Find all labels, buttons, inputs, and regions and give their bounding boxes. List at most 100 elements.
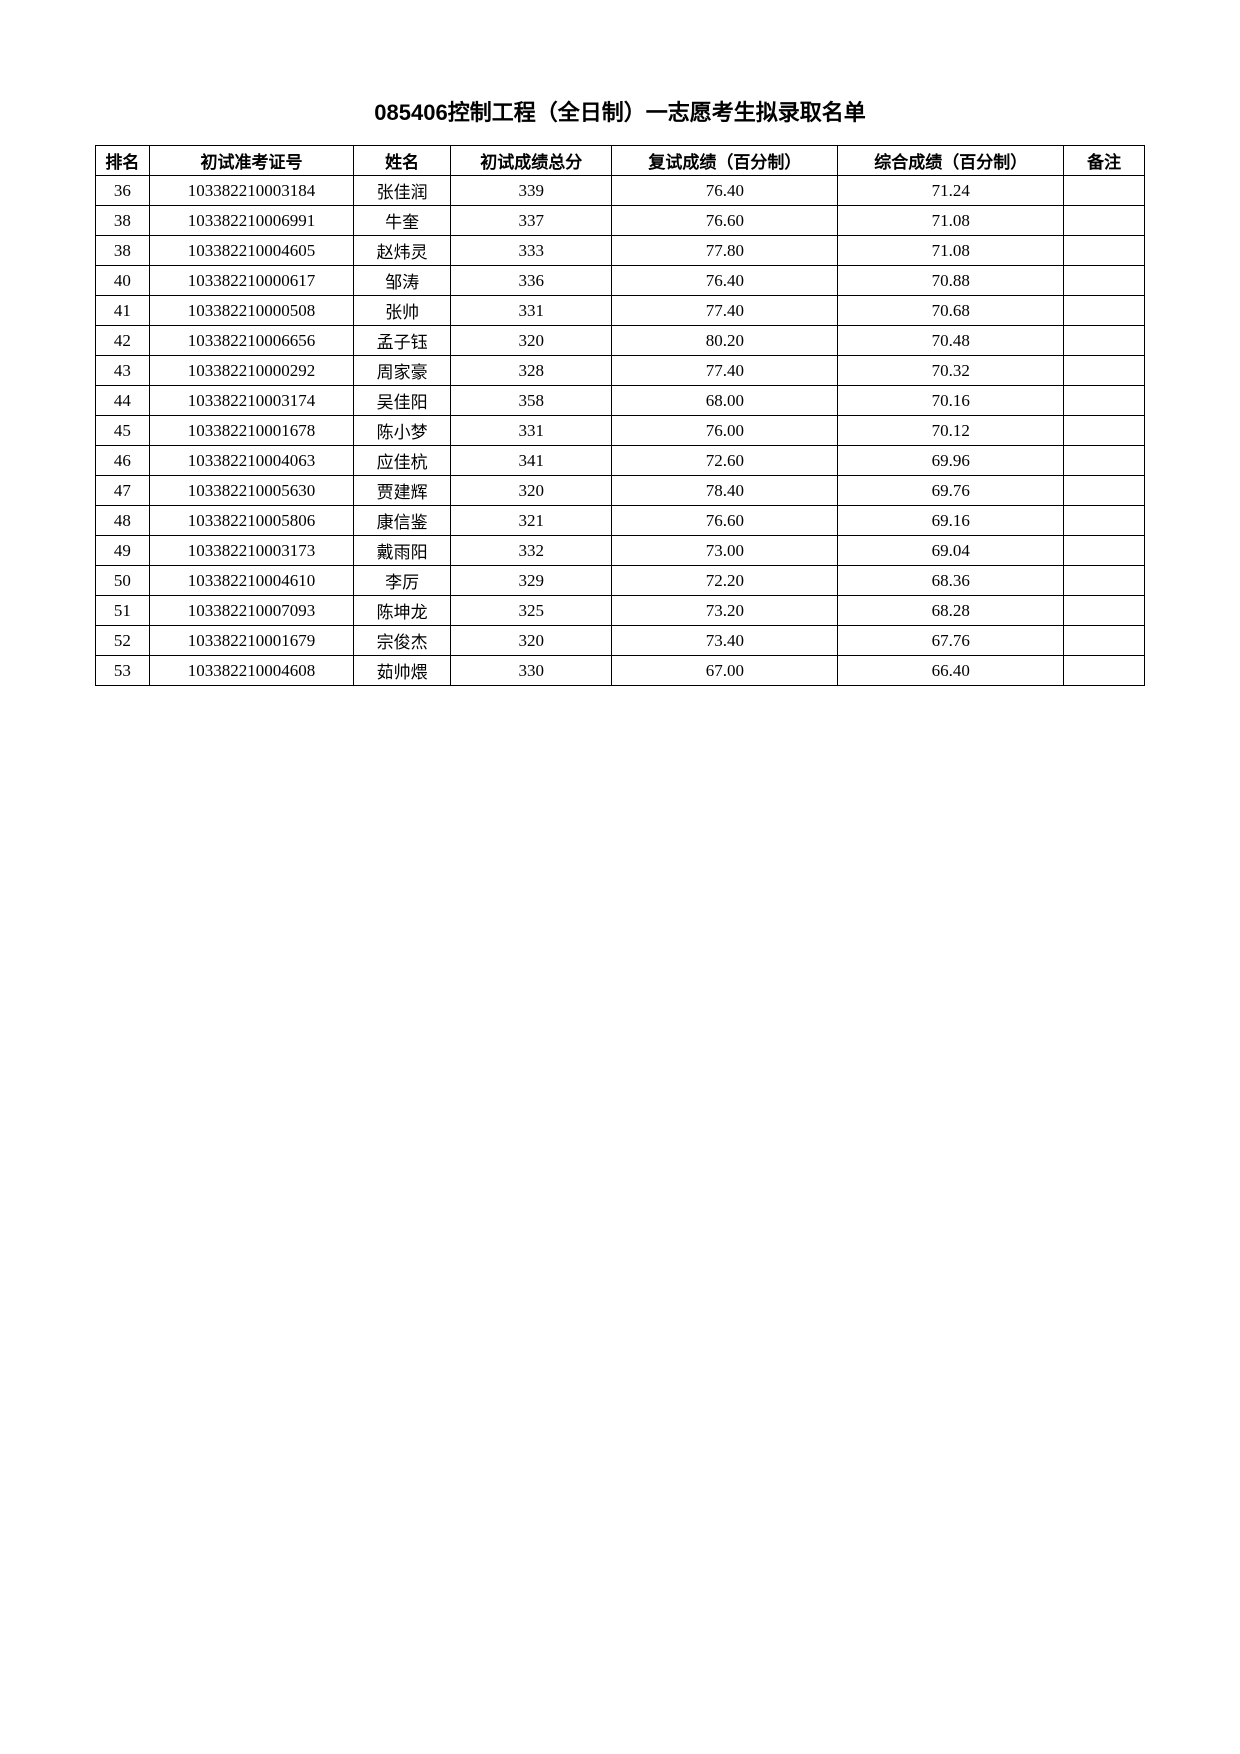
cell-rank: 46 — [96, 446, 150, 476]
cell-rank: 42 — [96, 326, 150, 356]
cell-id: 103382210007093 — [149, 596, 353, 626]
cell-total: 70.88 — [838, 266, 1064, 296]
cell-note — [1064, 386, 1145, 416]
cell-id: 103382210000617 — [149, 266, 353, 296]
table-row: 40103382210000617邹涛33676.4070.88 — [96, 266, 1145, 296]
cell-name: 应佳杭 — [354, 446, 451, 476]
table-row: 49103382210003173戴雨阳33273.0069.04 — [96, 536, 1145, 566]
header-total: 综合成绩（百分制） — [838, 146, 1064, 176]
cell-prelim: 320 — [451, 476, 612, 506]
cell-total: 66.40 — [838, 656, 1064, 686]
table-body: 36103382210003184张佳润33976.4071.243810338… — [96, 176, 1145, 686]
cell-retest: 68.00 — [612, 386, 838, 416]
cell-total: 69.76 — [838, 476, 1064, 506]
header-prelim: 初试成绩总分 — [451, 146, 612, 176]
cell-id: 103382210003173 — [149, 536, 353, 566]
table-row: 47103382210005630贾建辉32078.4069.76 — [96, 476, 1145, 506]
table-row: 41103382210000508张帅33177.4070.68 — [96, 296, 1145, 326]
cell-total: 69.16 — [838, 506, 1064, 536]
table-row: 38103382210006991牛奎33776.6071.08 — [96, 206, 1145, 236]
table-row: 53103382210004608茹帅煨33067.0066.40 — [96, 656, 1145, 686]
cell-id: 103382210004610 — [149, 566, 353, 596]
cell-retest: 76.60 — [612, 506, 838, 536]
cell-retest: 67.00 — [612, 656, 838, 686]
cell-rank: 47 — [96, 476, 150, 506]
cell-total: 70.16 — [838, 386, 1064, 416]
cell-retest: 78.40 — [612, 476, 838, 506]
cell-rank: 45 — [96, 416, 150, 446]
table-row: 36103382210003184张佳润33976.4071.24 — [96, 176, 1145, 206]
cell-note — [1064, 266, 1145, 296]
table-row: 52103382210001679宗俊杰32073.4067.76 — [96, 626, 1145, 656]
cell-name: 赵炜灵 — [354, 236, 451, 266]
cell-note — [1064, 656, 1145, 686]
cell-rank: 41 — [96, 296, 150, 326]
header-name: 姓名 — [354, 146, 451, 176]
cell-prelim: 332 — [451, 536, 612, 566]
cell-name: 宗俊杰 — [354, 626, 451, 656]
table-row: 46103382210004063应佳杭34172.6069.96 — [96, 446, 1145, 476]
table-row: 38103382210004605赵炜灵33377.8071.08 — [96, 236, 1145, 266]
table-header-row: 排名 初试准考证号 姓名 初试成绩总分 复试成绩（百分制） 综合成绩（百分制） … — [96, 146, 1145, 176]
cell-name: 周家豪 — [354, 356, 451, 386]
cell-prelim: 336 — [451, 266, 612, 296]
cell-id: 103382210004605 — [149, 236, 353, 266]
cell-retest: 73.00 — [612, 536, 838, 566]
header-rank: 排名 — [96, 146, 150, 176]
cell-total: 68.28 — [838, 596, 1064, 626]
cell-note — [1064, 476, 1145, 506]
cell-note — [1064, 326, 1145, 356]
cell-name: 邹涛 — [354, 266, 451, 296]
cell-rank: 44 — [96, 386, 150, 416]
header-retest: 复试成绩（百分制） — [612, 146, 838, 176]
cell-prelim: 328 — [451, 356, 612, 386]
table-row: 51103382210007093陈坤龙32573.2068.28 — [96, 596, 1145, 626]
cell-retest: 77.40 — [612, 296, 838, 326]
cell-note — [1064, 626, 1145, 656]
cell-name: 牛奎 — [354, 206, 451, 236]
cell-prelim: 358 — [451, 386, 612, 416]
cell-id: 103382210001679 — [149, 626, 353, 656]
cell-id: 103382210005630 — [149, 476, 353, 506]
cell-note — [1064, 296, 1145, 326]
cell-prelim: 330 — [451, 656, 612, 686]
cell-id: 103382210003174 — [149, 386, 353, 416]
cell-retest: 72.20 — [612, 566, 838, 596]
cell-total: 69.04 — [838, 536, 1064, 566]
cell-total: 70.48 — [838, 326, 1064, 356]
cell-prelim: 320 — [451, 626, 612, 656]
cell-note — [1064, 416, 1145, 446]
cell-prelim: 341 — [451, 446, 612, 476]
cell-id: 103382210003184 — [149, 176, 353, 206]
cell-rank: 38 — [96, 236, 150, 266]
cell-name: 康信鉴 — [354, 506, 451, 536]
cell-id: 103382210006991 — [149, 206, 353, 236]
cell-prelim: 333 — [451, 236, 612, 266]
cell-rank: 43 — [96, 356, 150, 386]
cell-name: 吴佳阳 — [354, 386, 451, 416]
cell-retest: 77.80 — [612, 236, 838, 266]
cell-name: 陈坤龙 — [354, 596, 451, 626]
cell-name: 贾建辉 — [354, 476, 451, 506]
cell-retest: 76.00 — [612, 416, 838, 446]
cell-retest: 76.40 — [612, 266, 838, 296]
cell-rank: 40 — [96, 266, 150, 296]
admission-table: 排名 初试准考证号 姓名 初试成绩总分 复试成绩（百分制） 综合成绩（百分制） … — [95, 145, 1145, 686]
cell-prelim: 321 — [451, 506, 612, 536]
cell-note — [1064, 446, 1145, 476]
cell-name: 张帅 — [354, 296, 451, 326]
cell-note — [1064, 176, 1145, 206]
cell-name: 戴雨阳 — [354, 536, 451, 566]
cell-note — [1064, 566, 1145, 596]
cell-rank: 36 — [96, 176, 150, 206]
table-row: 48103382210005806康信鉴32176.6069.16 — [96, 506, 1145, 536]
cell-total: 71.24 — [838, 176, 1064, 206]
cell-total: 70.12 — [838, 416, 1064, 446]
cell-total: 71.08 — [838, 236, 1064, 266]
cell-note — [1064, 356, 1145, 386]
cell-note — [1064, 206, 1145, 236]
cell-rank: 48 — [96, 506, 150, 536]
cell-prelim: 320 — [451, 326, 612, 356]
cell-prelim: 337 — [451, 206, 612, 236]
cell-name: 茹帅煨 — [354, 656, 451, 686]
